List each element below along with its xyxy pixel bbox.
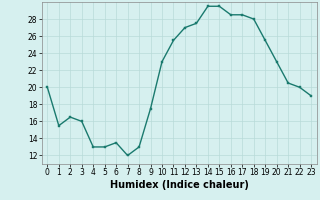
X-axis label: Humidex (Indice chaleur): Humidex (Indice chaleur) xyxy=(110,180,249,190)
